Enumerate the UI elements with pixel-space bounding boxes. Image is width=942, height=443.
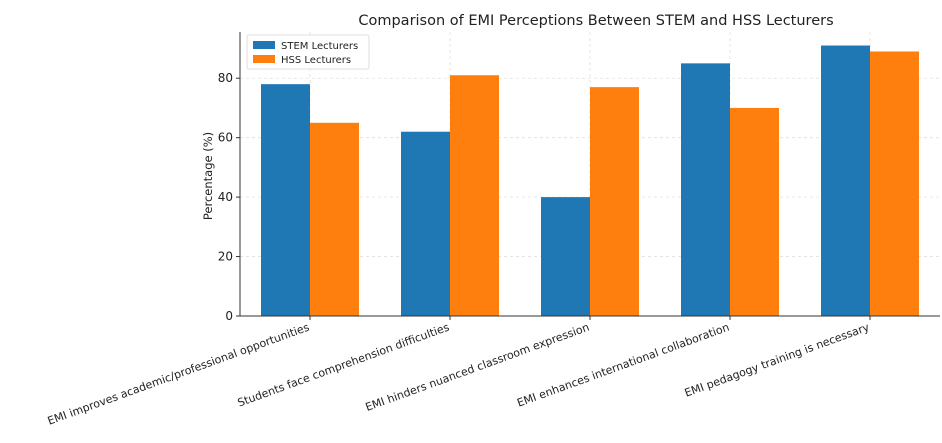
bar	[450, 75, 499, 317]
y-tick-label: 0	[225, 309, 233, 323]
legend-swatch	[253, 41, 275, 49]
y-tick-label: 80	[218, 71, 233, 85]
x-tick-label: EMI improves academic/professional oppor…	[46, 321, 311, 428]
legend-label: STEM Lecturers	[281, 41, 358, 52]
x-tick-label: EMI hinders nuanced classroom expression	[364, 321, 591, 414]
y-tick-label: 60	[218, 131, 233, 145]
bar	[310, 122, 359, 316]
bar	[541, 197, 590, 316]
y-axis-label: Percentage (%)	[201, 132, 215, 220]
bar	[870, 51, 919, 316]
bars	[261, 45, 919, 317]
y-axis-ticks: 0 20 40 60 80	[218, 71, 240, 323]
bar	[401, 131, 450, 316]
bar	[821, 45, 870, 317]
bar	[681, 63, 730, 316]
legend-label: HSS Lecturers	[281, 55, 351, 66]
chart-title: Comparison of EMI Perceptions Between ST…	[358, 13, 833, 29]
x-axis-ticks: EMI improves academic/professional oppor…	[46, 316, 871, 428]
bar	[730, 107, 779, 316]
y-tick-label: 40	[218, 190, 233, 204]
y-tick-label: 20	[218, 250, 233, 264]
legend-swatch	[253, 55, 275, 63]
bar	[261, 84, 310, 316]
legend: STEM Lecturers HSS Lecturers	[246, 34, 370, 70]
bar	[590, 87, 639, 316]
legend-box	[246, 34, 370, 70]
